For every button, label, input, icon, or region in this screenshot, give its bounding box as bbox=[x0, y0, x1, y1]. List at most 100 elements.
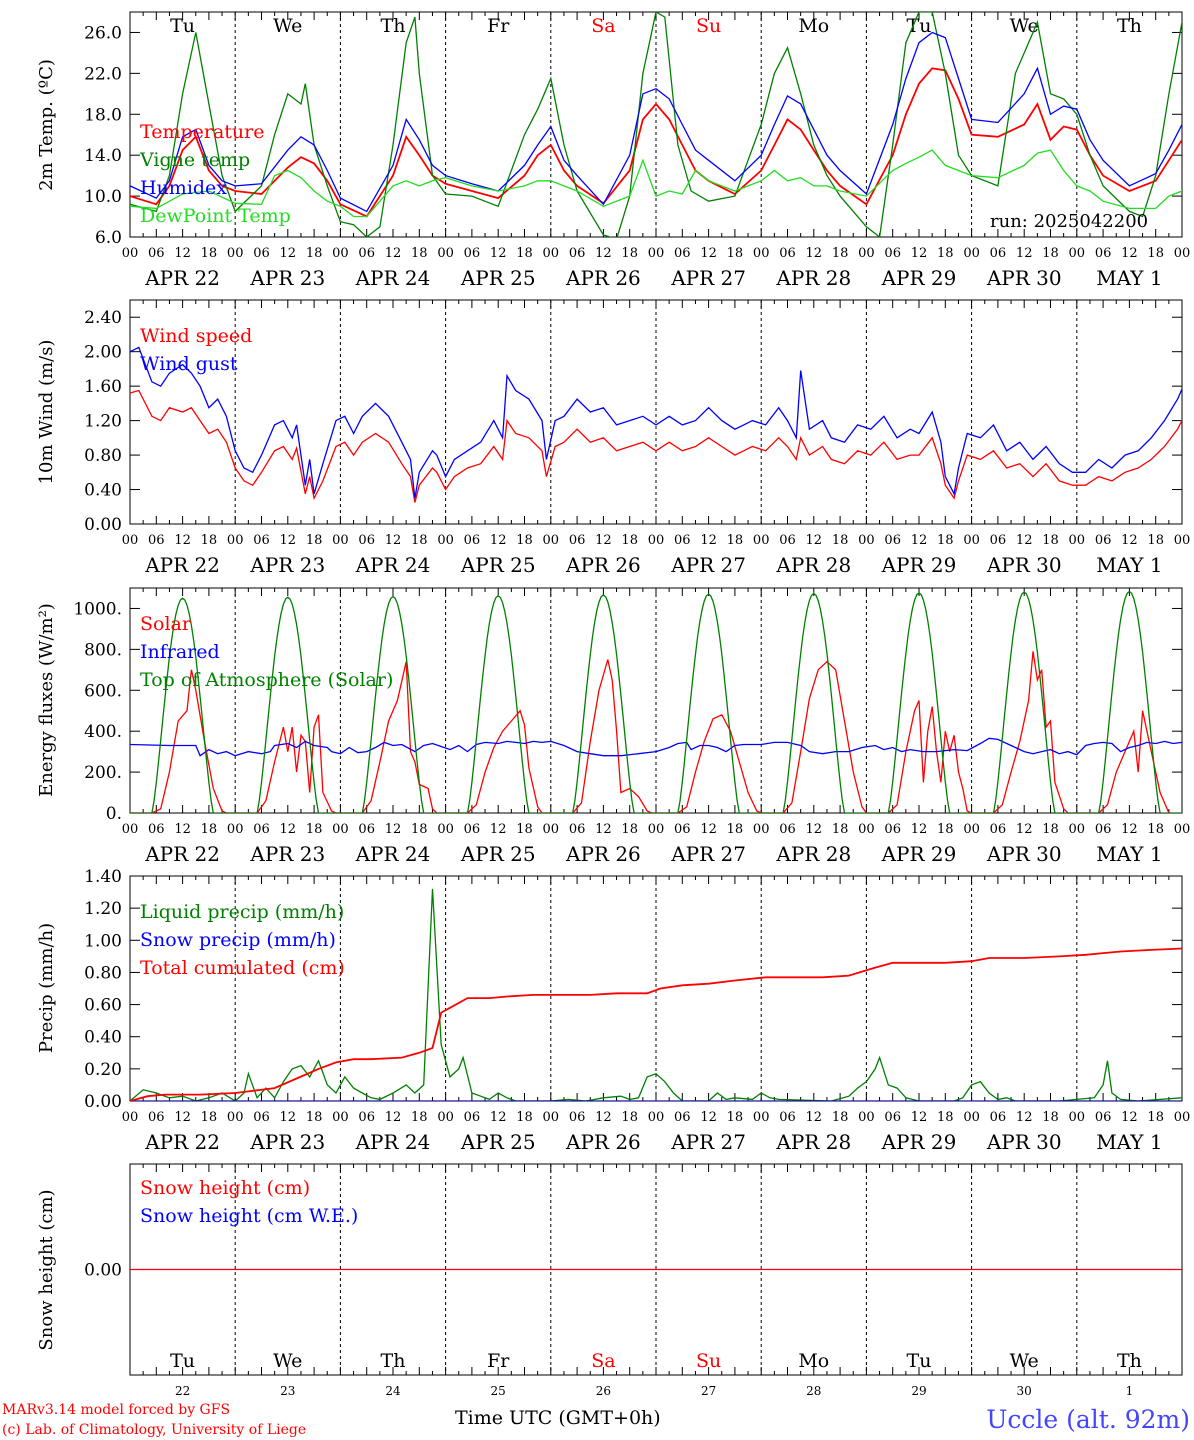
hour-tick-label: 06 bbox=[779, 533, 796, 548]
hour-tick-label: 00 bbox=[227, 1110, 244, 1125]
hour-tick-label: 00 bbox=[1174, 246, 1191, 261]
hour-tick-label: 00 bbox=[858, 822, 875, 837]
weekday-label: Tu bbox=[170, 15, 195, 37]
hour-tick-label: 00 bbox=[437, 822, 454, 837]
date-label: MAY 1 bbox=[1096, 266, 1162, 290]
hour-tick-label: 18 bbox=[832, 246, 849, 261]
legend-humidex: Humidex bbox=[140, 177, 227, 199]
day-number-label: 1 bbox=[1126, 1384, 1134, 1398]
hour-tick-label: 18 bbox=[1042, 533, 1059, 548]
hour-tick-label: 18 bbox=[621, 246, 638, 261]
date-label: APR 29 bbox=[881, 266, 957, 290]
hour-tick-label: 00 bbox=[858, 533, 875, 548]
weekday-label: Mo bbox=[798, 1350, 829, 1372]
date-label: APR 28 bbox=[775, 1130, 851, 1154]
hour-tick-label: 06 bbox=[1095, 246, 1112, 261]
legend-liquid-precip-mm-h: Liquid precip (mm/h) bbox=[140, 901, 344, 923]
legend-snow-height-cm: Snow height (cm) bbox=[140, 1177, 310, 1199]
legend-wind-gust: Wind gust bbox=[140, 353, 238, 375]
hour-tick-label: 00 bbox=[543, 246, 560, 261]
hour-tick-label: 12 bbox=[490, 246, 507, 261]
hour-tick-label: 12 bbox=[700, 533, 717, 548]
y-tick-label: 200. bbox=[84, 763, 122, 783]
legend-vigne-temp: Vigne temp bbox=[139, 149, 250, 171]
hour-tick-label: 12 bbox=[174, 246, 191, 261]
day-number-label: 26 bbox=[596, 1384, 611, 1398]
hour-tick-label: 06 bbox=[990, 533, 1007, 548]
hour-tick-label: 12 bbox=[911, 822, 928, 837]
hour-tick-label: 00 bbox=[858, 246, 875, 261]
hour-tick-label: 06 bbox=[1095, 533, 1112, 548]
date-label: APR 27 bbox=[670, 266, 746, 290]
day-number-label: 29 bbox=[911, 1384, 926, 1398]
series-line-top-of-atmosphere-solar bbox=[130, 590, 1182, 813]
hour-tick-label: 12 bbox=[385, 533, 402, 548]
hour-tick-label: 00 bbox=[1069, 822, 1086, 837]
date-label: APR 25 bbox=[460, 553, 536, 577]
hour-tick-label: 06 bbox=[884, 822, 901, 837]
hour-tick-label: 18 bbox=[516, 1110, 533, 1125]
hour-tick-label: 06 bbox=[253, 246, 270, 261]
hour-tick-label: 12 bbox=[490, 533, 507, 548]
hour-tick-label: 00 bbox=[332, 822, 349, 837]
hour-tick-label: 12 bbox=[280, 533, 297, 548]
hour-tick-label: 06 bbox=[1095, 1110, 1112, 1125]
legend-snow-precip-mm-h: Snow precip (mm/h) bbox=[140, 929, 336, 951]
y-tick-label: 2.00 bbox=[84, 343, 122, 363]
y-tick-label: 0.20 bbox=[84, 1060, 122, 1080]
date-label: APR 27 bbox=[670, 842, 746, 866]
legend-solar: Solar bbox=[140, 613, 192, 635]
hour-tick-label: 18 bbox=[937, 1110, 954, 1125]
y-tick-label: 1.20 bbox=[84, 899, 122, 919]
day-number-label: 22 bbox=[175, 1384, 190, 1398]
y-tick-label: 1.60 bbox=[84, 377, 122, 397]
hour-tick-label: 12 bbox=[700, 246, 717, 261]
hour-tick-label: 06 bbox=[674, 246, 691, 261]
hour-tick-label: 12 bbox=[1016, 822, 1033, 837]
date-label: APR 23 bbox=[249, 266, 325, 290]
weekday-label: Sa bbox=[591, 15, 615, 37]
y-tick-label: 1.40 bbox=[84, 867, 122, 887]
hour-tick-label: 00 bbox=[963, 822, 980, 837]
hour-tick-label: 18 bbox=[937, 533, 954, 548]
hour-tick-label: 12 bbox=[1121, 822, 1138, 837]
legend-snow-height-cm-w-e: Snow height (cm W.E.) bbox=[140, 1205, 358, 1227]
hour-tick-label: 06 bbox=[779, 246, 796, 261]
y-tick-label: 10.0 bbox=[84, 187, 122, 207]
weekday-label: We bbox=[273, 15, 302, 37]
day-number-label: 30 bbox=[1017, 1384, 1032, 1398]
hour-tick-label: 12 bbox=[1121, 1110, 1138, 1125]
hour-tick-label: 18 bbox=[516, 246, 533, 261]
hour-tick-label: 12 bbox=[280, 246, 297, 261]
day-number-label: 23 bbox=[280, 1384, 295, 1398]
date-label: APR 25 bbox=[460, 266, 536, 290]
hour-tick-label: 06 bbox=[569, 533, 586, 548]
weekday-label: Fr bbox=[487, 1350, 510, 1372]
date-label: APR 24 bbox=[355, 553, 431, 577]
hour-tick-label: 00 bbox=[122, 533, 139, 548]
hour-tick-label: 00 bbox=[648, 822, 665, 837]
legend-top-of-atmosphere-solar: Top of Atmosphere (Solar) bbox=[140, 669, 393, 691]
weekday-label: We bbox=[273, 1350, 302, 1372]
date-label: APR 25 bbox=[460, 842, 536, 866]
hour-tick-label: 00 bbox=[963, 533, 980, 548]
hour-tick-label: 12 bbox=[595, 246, 612, 261]
y-tick-label: 18.0 bbox=[84, 105, 122, 125]
hour-tick-label: 18 bbox=[937, 822, 954, 837]
hour-tick-label: 06 bbox=[148, 246, 165, 261]
hour-tick-label: 12 bbox=[490, 1110, 507, 1125]
hour-tick-label: 00 bbox=[122, 1110, 139, 1125]
hour-tick-label: 18 bbox=[937, 246, 954, 261]
date-label: APR 26 bbox=[565, 266, 641, 290]
y-tick-label: 6.0 bbox=[95, 228, 122, 248]
hour-tick-label: 00 bbox=[1069, 246, 1086, 261]
y-tick-label: 600. bbox=[84, 681, 122, 701]
hour-tick-label: 18 bbox=[411, 822, 428, 837]
date-label: APR 23 bbox=[249, 842, 325, 866]
hour-tick-label: 12 bbox=[1121, 533, 1138, 548]
date-label: APR 30 bbox=[986, 266, 1062, 290]
hour-tick-label: 18 bbox=[306, 822, 323, 837]
hour-tick-label: 12 bbox=[911, 1110, 928, 1125]
y-tick-label: 400. bbox=[84, 722, 122, 742]
